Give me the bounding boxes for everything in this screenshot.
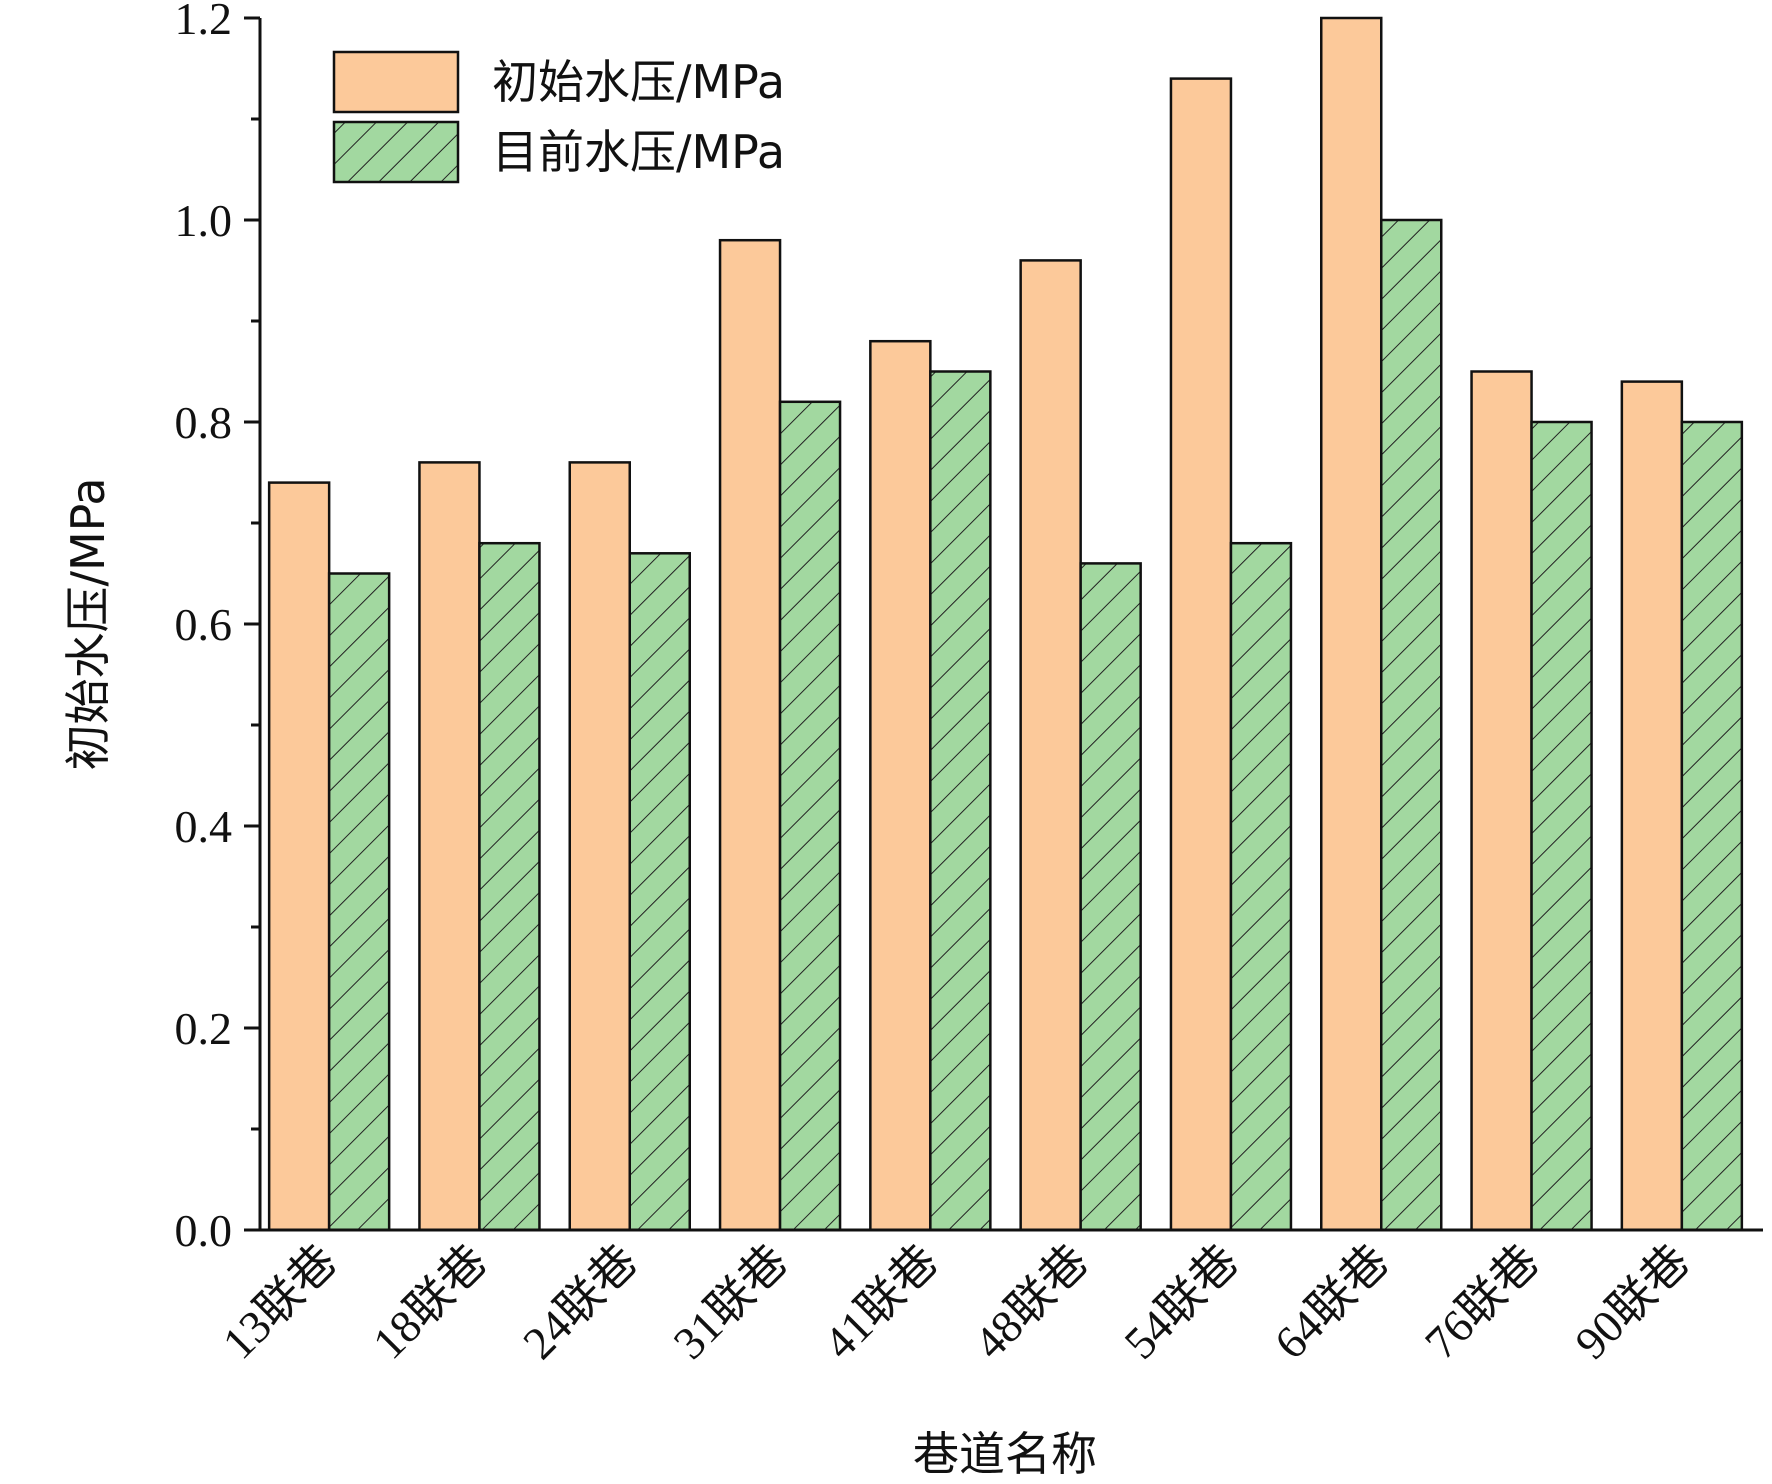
x-axis-title: 巷道名称 bbox=[913, 1427, 1097, 1481]
bar-current-0 bbox=[327, 572, 391, 1232]
y-tick-label: 1.0 bbox=[175, 195, 233, 246]
x-tick-label: 24联巷 bbox=[513, 1235, 647, 1369]
bar-current-2 bbox=[628, 552, 691, 1232]
bar-current-5 bbox=[1079, 562, 1142, 1232]
bar-initial-3 bbox=[718, 238, 782, 1232]
x-tick-label: 76联巷 bbox=[1415, 1235, 1549, 1369]
y-tick-label: 0.0 bbox=[175, 1205, 233, 1256]
bar-current-4 bbox=[929, 370, 992, 1232]
bar-current-3 bbox=[778, 400, 842, 1232]
bar-initial-0 bbox=[267, 481, 331, 1232]
bar-initial-6 bbox=[1169, 77, 1233, 1232]
bar-current-7 bbox=[1380, 218, 1443, 1232]
y-tick-label: 0.4 bbox=[175, 801, 233, 852]
y-ticks-group: 0.0 0.2 0.4 0.6 0.8 1.0 1.2 bbox=[175, 0, 260, 1256]
x-tick-label: 54联巷 bbox=[1114, 1235, 1248, 1369]
y-tick-label: 0.6 bbox=[175, 599, 233, 650]
x-tick-label: 18联巷 bbox=[363, 1235, 497, 1369]
x-tick-label: 90联巷 bbox=[1565, 1235, 1699, 1369]
legend: 初始水压/MPa 目前水压/MPa bbox=[332, 50, 785, 184]
bar-initial-4 bbox=[869, 339, 932, 1232]
legend-swatch bbox=[332, 50, 460, 114]
y-tick-label: 0.2 bbox=[175, 1003, 233, 1054]
y-tick-label: 1.2 bbox=[175, 0, 233, 44]
x-tick-label: 64联巷 bbox=[1265, 1235, 1399, 1369]
x-tick-label: 48联巷 bbox=[964, 1235, 1098, 1369]
x-tick-label: 41联巷 bbox=[814, 1235, 948, 1369]
bar-initial-5 bbox=[1019, 259, 1082, 1232]
x-tick-label: 31联巷 bbox=[663, 1235, 797, 1369]
bars-group bbox=[267, 16, 1744, 1232]
bar-initial-8 bbox=[1470, 370, 1533, 1232]
bar-initial-1 bbox=[418, 461, 481, 1232]
bar-initial-7 bbox=[1320, 16, 1383, 1232]
bar-current-1 bbox=[478, 541, 541, 1232]
legend-label: 初始水压/MPa bbox=[492, 55, 785, 109]
legend-swatch bbox=[332, 120, 460, 184]
bar-current-9 bbox=[1680, 420, 1744, 1232]
legend-label: 目前水压/MPa bbox=[492, 125, 785, 179]
bar-initial-9 bbox=[1620, 380, 1684, 1232]
bar-current-8 bbox=[1530, 420, 1593, 1232]
bar-current-6 bbox=[1229, 541, 1293, 1232]
y-tick-label: 0.8 bbox=[175, 397, 233, 448]
x-tick-labels-group: 13联巷 18联巷 24联巷 31联巷 41联巷 48联巷 54联巷 64联巷 76联巷 90联巷 bbox=[213, 1235, 1699, 1369]
y-axis-title: 初始水压/MPa bbox=[61, 477, 115, 770]
bar-initial-2 bbox=[568, 461, 631, 1232]
x-tick-label: 13联巷 bbox=[213, 1235, 347, 1369]
